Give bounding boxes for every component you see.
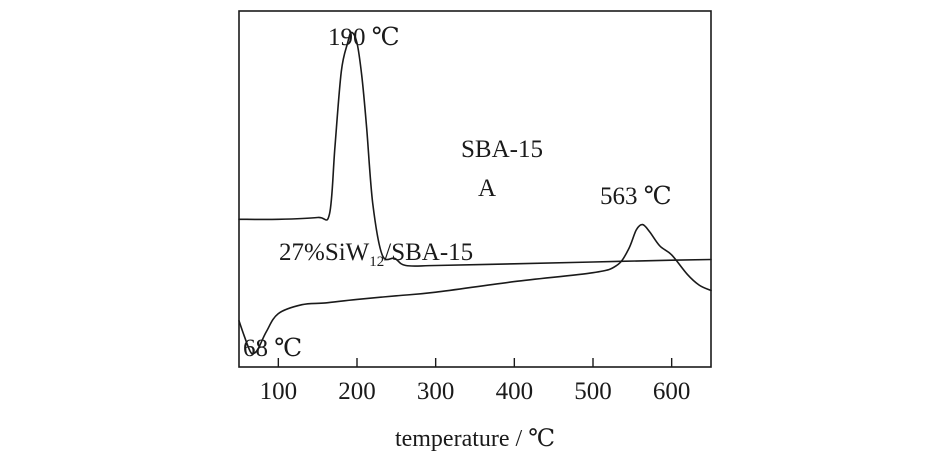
curves: [238, 31, 712, 355]
annotation-peak-68: 68 ℃: [243, 335, 302, 362]
series-label-siw-prefix: 27%SiW: [279, 239, 370, 266]
x-tick-label-400: 400: [496, 378, 534, 405]
x-axis-label: temperature / ℃: [395, 426, 555, 452]
series-line-siw12-sba15: [238, 223, 712, 355]
series-line-sba15: [238, 31, 712, 267]
x-tick-label-100: 100: [260, 378, 298, 405]
plot-frame: [238, 10, 712, 368]
x-tick-label-600: 600: [653, 378, 691, 405]
annotation-peak-190: 190 ℃: [328, 24, 400, 51]
x-tick-label-300: 300: [417, 378, 455, 405]
series-label-siw: 27%SiW12/SBA-15: [279, 239, 473, 270]
series-label-siw-suffix: /SBA-15: [384, 239, 473, 266]
series-label-siw-subscript: 12: [369, 254, 384, 270]
series-label-a: A: [478, 175, 496, 202]
annotation-peak-563: 563 ℃: [600, 183, 672, 210]
x-tick-label-500: 500: [574, 378, 612, 405]
x-tick-labels: 100 200 300 400 500 600: [260, 378, 691, 405]
x-tick-label-200: 200: [338, 378, 376, 405]
series-label-sba15: SBA-15: [461, 136, 543, 163]
x-ticks: [277, 358, 673, 367]
